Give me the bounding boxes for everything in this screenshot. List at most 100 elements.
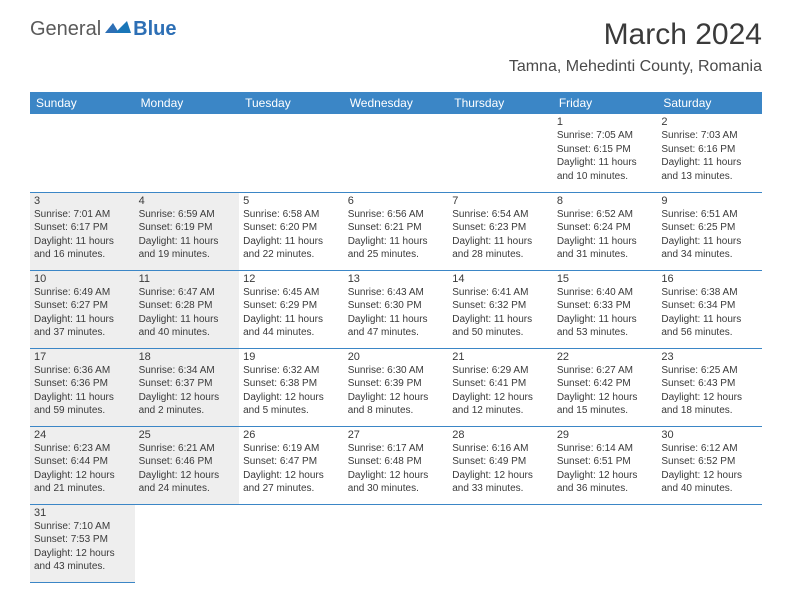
daylight-line2: and 53 minutes. [557, 326, 654, 340]
daylight-line2: and 15 minutes. [557, 404, 654, 418]
daylight-line2: and 28 minutes. [452, 248, 549, 262]
sunrise-line: Sunrise: 6:47 AM [139, 286, 236, 300]
daylight-line2: and 56 minutes. [661, 326, 758, 340]
daylight-line1: Daylight: 12 hours [557, 391, 654, 405]
calendar-day: 22Sunrise: 6:27 AMSunset: 6:42 PMDayligh… [553, 348, 658, 426]
day-number: 18 [139, 351, 236, 363]
calendar-day: 17Sunrise: 6:36 AMSunset: 6:36 PMDayligh… [30, 348, 135, 426]
sunrise-line: Sunrise: 6:16 AM [452, 442, 549, 456]
calendar-day: 21Sunrise: 6:29 AMSunset: 6:41 PMDayligh… [448, 348, 553, 426]
daylight-line1: Daylight: 12 hours [452, 391, 549, 405]
sunrise-line: Sunrise: 6:32 AM [243, 364, 340, 378]
day-number: 2 [661, 116, 758, 128]
calendar-day: 11Sunrise: 6:47 AMSunset: 6:28 PMDayligh… [135, 270, 240, 348]
daylight-line1: Daylight: 11 hours [557, 156, 654, 170]
daylight-line2: and 50 minutes. [452, 326, 549, 340]
daylight-line2: and 30 minutes. [348, 482, 445, 496]
day-header: Thursday [448, 92, 553, 114]
daylight-line1: Daylight: 12 hours [348, 391, 445, 405]
daylight-line2: and 12 minutes. [452, 404, 549, 418]
daylight-line1: Daylight: 11 hours [34, 235, 131, 249]
sunset-line: Sunset: 6:25 PM [661, 221, 758, 235]
sunset-line: Sunset: 6:33 PM [557, 299, 654, 313]
calendar-day: 1Sunrise: 7:05 AMSunset: 6:15 PMDaylight… [553, 114, 658, 192]
daylight-line2: and 16 minutes. [34, 248, 131, 262]
daylight-line2: and 34 minutes. [661, 248, 758, 262]
sunset-line: Sunset: 6:46 PM [139, 455, 236, 469]
day-number: 31 [34, 507, 131, 519]
day-header: Wednesday [344, 92, 449, 114]
daylight-line1: Daylight: 11 hours [348, 235, 445, 249]
sunset-line: Sunset: 6:48 PM [348, 455, 445, 469]
daylight-line1: Daylight: 11 hours [661, 313, 758, 327]
sunset-line: Sunset: 6:15 PM [557, 143, 654, 157]
calendar-header-row: SundayMondayTuesdayWednesdayThursdayFrid… [30, 92, 762, 114]
sunset-line: Sunset: 6:37 PM [139, 377, 236, 391]
sunrise-line: Sunrise: 6:45 AM [243, 286, 340, 300]
day-number: 28 [452, 429, 549, 441]
daylight-line1: Daylight: 11 hours [452, 235, 549, 249]
daylight-line2: and 18 minutes. [661, 404, 758, 418]
calendar-day: 18Sunrise: 6:34 AMSunset: 6:37 PMDayligh… [135, 348, 240, 426]
day-number: 16 [661, 273, 758, 285]
daylight-line2: and 27 minutes. [243, 482, 340, 496]
daylight-line2: and 44 minutes. [243, 326, 340, 340]
calendar-empty [553, 504, 658, 582]
daylight-line1: Daylight: 12 hours [243, 391, 340, 405]
daylight-line2: and 40 minutes. [139, 326, 236, 340]
daylight-line2: and 59 minutes. [34, 404, 131, 418]
daylight-line1: Daylight: 12 hours [139, 469, 236, 483]
calendar-week: 17Sunrise: 6:36 AMSunset: 6:36 PMDayligh… [30, 348, 762, 426]
calendar-day: 12Sunrise: 6:45 AMSunset: 6:29 PMDayligh… [239, 270, 344, 348]
sunrise-line: Sunrise: 6:40 AM [557, 286, 654, 300]
sunrise-line: Sunrise: 6:54 AM [452, 208, 549, 222]
daylight-line2: and 36 minutes. [557, 482, 654, 496]
sunset-line: Sunset: 6:32 PM [452, 299, 549, 313]
daylight-line2: and 13 minutes. [661, 170, 758, 184]
sunrise-line: Sunrise: 6:58 AM [243, 208, 340, 222]
calendar-table: SundayMondayTuesdayWednesdayThursdayFrid… [30, 92, 762, 583]
sunrise-line: Sunrise: 6:34 AM [139, 364, 236, 378]
daylight-line1: Daylight: 12 hours [34, 547, 131, 561]
day-number: 11 [139, 273, 236, 285]
day-number: 7 [452, 195, 549, 207]
sunset-line: Sunset: 6:41 PM [452, 377, 549, 391]
calendar-day: 25Sunrise: 6:21 AMSunset: 6:46 PMDayligh… [135, 426, 240, 504]
sunset-line: Sunset: 6:27 PM [34, 299, 131, 313]
sunset-line: Sunset: 6:38 PM [243, 377, 340, 391]
sunset-line: Sunset: 6:16 PM [661, 143, 758, 157]
daylight-line1: Daylight: 12 hours [348, 469, 445, 483]
sunset-line: Sunset: 6:24 PM [557, 221, 654, 235]
sunrise-line: Sunrise: 6:49 AM [34, 286, 131, 300]
sunset-line: Sunset: 6:28 PM [139, 299, 236, 313]
calendar-week: 10Sunrise: 6:49 AMSunset: 6:27 PMDayligh… [30, 270, 762, 348]
day-number: 29 [557, 429, 654, 441]
calendar-day: 3Sunrise: 7:01 AMSunset: 6:17 PMDaylight… [30, 192, 135, 270]
logo-general: General [30, 18, 101, 41]
sunset-line: Sunset: 6:49 PM [452, 455, 549, 469]
sunset-line: Sunset: 6:36 PM [34, 377, 131, 391]
sunrise-line: Sunrise: 6:25 AM [661, 364, 758, 378]
calendar-empty [239, 114, 344, 192]
day-number: 12 [243, 273, 340, 285]
calendar-empty [448, 114, 553, 192]
calendar-day: 27Sunrise: 6:17 AMSunset: 6:48 PMDayligh… [344, 426, 449, 504]
day-number: 27 [348, 429, 445, 441]
calendar-day: 23Sunrise: 6:25 AMSunset: 6:43 PMDayligh… [657, 348, 762, 426]
sunrise-line: Sunrise: 6:38 AM [661, 286, 758, 300]
sunrise-line: Sunrise: 6:12 AM [661, 442, 758, 456]
logo: General Blue [30, 18, 177, 41]
sunrise-line: Sunrise: 6:52 AM [557, 208, 654, 222]
daylight-line2: and 24 minutes. [139, 482, 236, 496]
day-number: 13 [348, 273, 445, 285]
day-number: 6 [348, 195, 445, 207]
sunset-line: Sunset: 6:21 PM [348, 221, 445, 235]
calendar-day: 9Sunrise: 6:51 AMSunset: 6:25 PMDaylight… [657, 192, 762, 270]
sunset-line: Sunset: 6:42 PM [557, 377, 654, 391]
daylight-line1: Daylight: 11 hours [243, 235, 340, 249]
daylight-line1: Daylight: 11 hours [557, 313, 654, 327]
sunrise-line: Sunrise: 6:17 AM [348, 442, 445, 456]
daylight-line1: Daylight: 11 hours [348, 313, 445, 327]
day-number: 22 [557, 351, 654, 363]
daylight-line2: and 10 minutes. [557, 170, 654, 184]
